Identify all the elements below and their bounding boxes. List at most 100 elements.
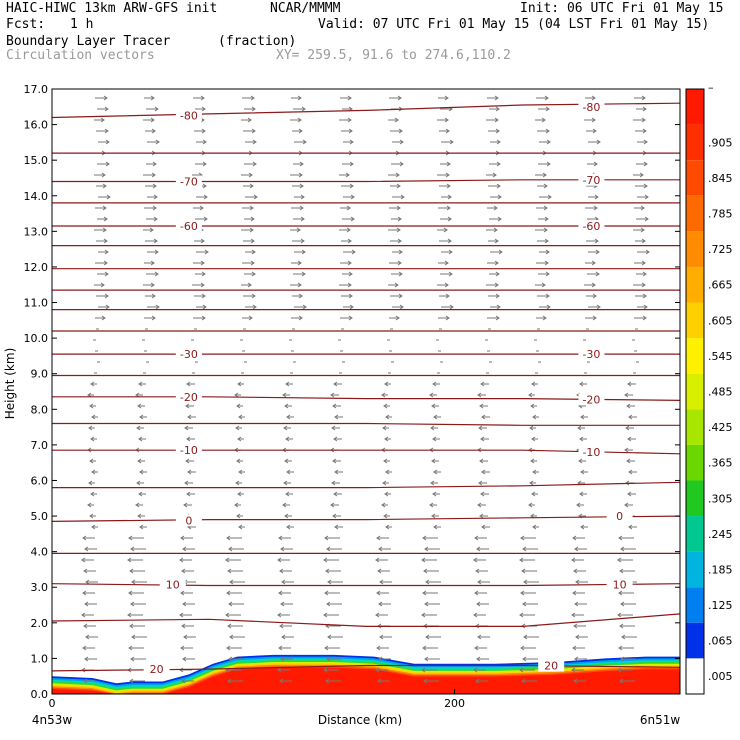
wind-vector — [241, 117, 252, 123]
wind-vector — [539, 139, 551, 145]
wind-vector-head — [422, 535, 427, 541]
wind-vector-head — [642, 293, 647, 299]
wind-vector-head — [625, 425, 630, 431]
y-tick-label: 16.0 — [24, 119, 49, 132]
wind-vector — [326, 601, 342, 607]
wind-vector-head — [88, 425, 93, 431]
wind-vector-head — [82, 590, 87, 596]
wind-vector-head — [641, 260, 646, 266]
wind-vector — [474, 590, 487, 596]
wind-vector — [580, 414, 588, 420]
wind-vector — [539, 194, 552, 200]
fcst-label: Fcst: — [6, 17, 46, 32]
wind-vector — [342, 216, 355, 222]
contour-label: -10 — [180, 444, 198, 457]
wind-vector-head — [445, 172, 450, 178]
wind-vector-head — [153, 194, 158, 200]
wind-vector-head — [199, 205, 204, 211]
wind-vector — [521, 568, 537, 574]
wind-vector — [128, 590, 144, 596]
wind-vector — [180, 590, 193, 596]
wind-vector-head — [226, 645, 231, 651]
wind-vector — [286, 469, 294, 475]
wind-vector — [584, 117, 596, 123]
wind-vector-head — [431, 513, 436, 519]
wind-vector — [390, 293, 403, 299]
wind-vector-head — [285, 491, 290, 497]
wind-vector-head — [334, 469, 339, 475]
wind-vector-head — [137, 513, 142, 519]
wind-vector — [180, 645, 193, 651]
wind-vector-head — [128, 590, 133, 596]
wind-vector — [183, 502, 192, 508]
wind-vector-head — [378, 601, 383, 607]
wind-vector-head — [103, 216, 108, 222]
wind-vector-head — [477, 502, 482, 508]
wind-vector-head — [238, 469, 243, 475]
wind-vector-head — [424, 546, 429, 552]
wind-vector-head — [138, 436, 143, 442]
wind-vector-head — [227, 568, 232, 574]
wind-vector — [532, 524, 539, 530]
wind-vector-head — [186, 491, 191, 497]
wind-vector-head — [619, 623, 624, 629]
wind-vector — [147, 249, 159, 255]
wind-vector — [633, 172, 644, 178]
wind-vector-head — [301, 271, 306, 277]
wind-vector — [281, 634, 294, 640]
wind-vector-head — [479, 403, 484, 409]
wind-vector-head — [285, 381, 290, 387]
wind-vector — [85, 634, 98, 640]
wind-vector — [634, 315, 647, 321]
wind-vector-head — [593, 205, 598, 211]
contour-label: -80 — [582, 101, 600, 114]
wind-vector — [382, 425, 389, 431]
wind-vector — [82, 645, 95, 651]
vector-field-name: Circulation vectors — [6, 48, 155, 63]
y-tick-label: 0.0 — [31, 688, 49, 701]
wind-vector — [332, 513, 341, 519]
wind-vector-head — [519, 667, 524, 673]
wind-vector — [147, 139, 160, 145]
wind-vector — [82, 535, 95, 541]
wind-vector — [637, 249, 650, 255]
wind-vector — [537, 183, 548, 189]
wind-vector — [278, 535, 291, 541]
wind-vector-head — [421, 557, 426, 563]
wind-vector-head — [444, 260, 449, 266]
wind-vector-head — [139, 524, 144, 530]
wind-vector — [473, 667, 486, 673]
wind-vector — [489, 216, 502, 222]
wind-vector — [479, 458, 488, 464]
wind-vector-head — [139, 414, 144, 420]
wind-vector — [84, 546, 97, 552]
wind-vector — [486, 172, 497, 178]
wind-vector-head — [91, 414, 96, 420]
wind-vector — [384, 491, 391, 497]
wind-vector-head — [432, 436, 437, 442]
wind-vector-head — [577, 425, 582, 431]
wind-vector — [388, 117, 399, 123]
wind-vector-head — [398, 249, 403, 255]
wind-vector — [392, 249, 403, 255]
wind-vector-head — [425, 579, 430, 585]
wind-vector — [627, 491, 636, 497]
wind-vector-head — [154, 271, 159, 277]
wind-vector-head — [382, 480, 387, 486]
wind-vector-head — [542, 172, 547, 178]
wind-vector-head — [105, 304, 110, 310]
wind-vector-head — [398, 293, 403, 299]
wind-vector — [280, 656, 293, 662]
wind-vector-head — [127, 612, 132, 618]
wind-vector — [486, 117, 499, 123]
wind-vector — [536, 95, 549, 101]
wind-vector — [588, 304, 601, 310]
wind-vector-head — [349, 304, 354, 310]
wind-vector-head — [474, 590, 479, 596]
wind-vector-head — [495, 106, 500, 112]
wind-vector — [425, 579, 441, 585]
wind-vector-head — [300, 238, 305, 244]
wind-vector — [586, 293, 597, 299]
wind-vector — [375, 612, 388, 618]
wind-vector-head — [202, 139, 207, 145]
